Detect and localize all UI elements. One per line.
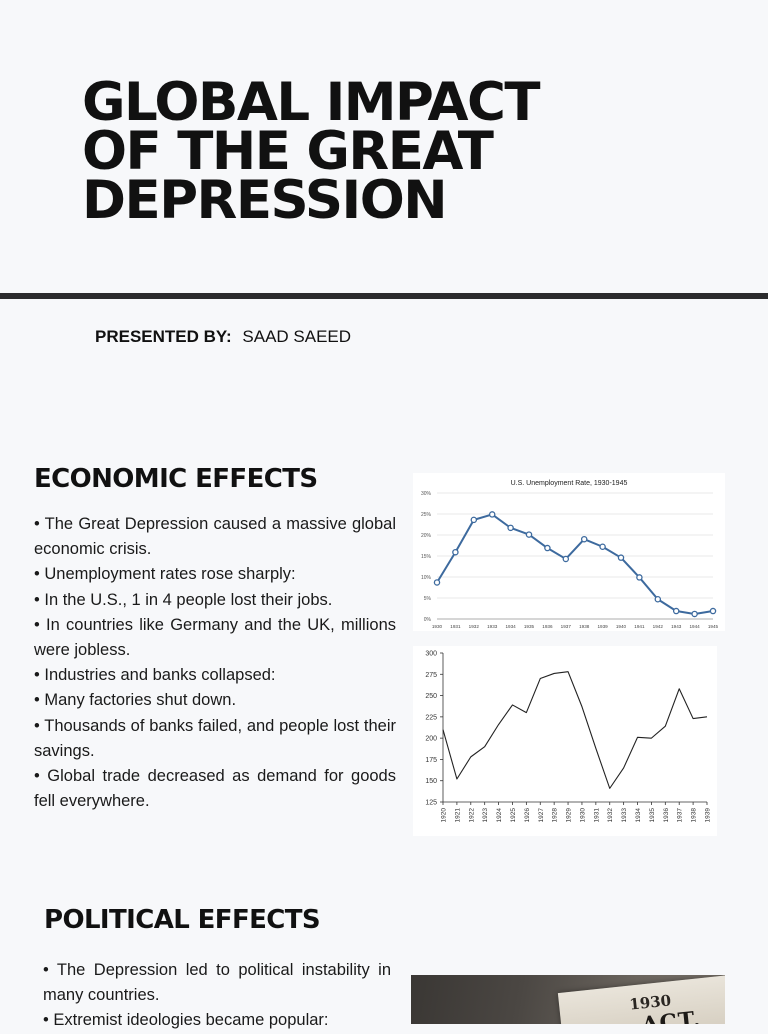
x-tick-label: 1938 xyxy=(579,624,590,629)
data-point xyxy=(709,607,717,615)
title-divider xyxy=(0,293,768,299)
data-point xyxy=(636,574,643,581)
x-tick-label: 1937 xyxy=(561,624,572,629)
list-item: • In the U.S., 1 in 4 people lost their … xyxy=(34,590,333,609)
x-tick-label: 1926 xyxy=(524,808,531,823)
page-title: GLOBAL IMPACT OF THE GREAT DEPRESSION xyxy=(82,72,722,231)
economic-effects-list: • The Great Depression caused a massive … xyxy=(34,512,396,814)
x-tick-label: 1931 xyxy=(450,624,461,629)
y-tick-label: 175 xyxy=(425,757,437,764)
data-point xyxy=(654,596,662,603)
y-tick-label: 250 xyxy=(425,693,437,700)
x-tick-label: 1940 xyxy=(616,624,627,629)
chart-title: U.S. Unemployment Rate, 1930-1945 xyxy=(511,480,628,487)
list-item: • Thousands of banks failed, and people … xyxy=(34,716,396,760)
list-item: • In countries like Germany and the UK, … xyxy=(34,615,396,660)
newspaper-photo: 1930 ACT. xyxy=(411,975,725,1024)
x-tick-label: 1925 xyxy=(510,808,517,823)
list-item: • Extremist ideologies became popular: xyxy=(43,1011,329,1030)
data-point xyxy=(507,524,514,532)
x-tick-label: 1939 xyxy=(597,624,608,629)
y-tick-label: 30% xyxy=(421,491,432,497)
x-tick-label: 1935 xyxy=(524,624,535,629)
political-effects-heading: POLITICAL EFFECTS xyxy=(44,905,321,935)
x-tick-label: 1941 xyxy=(634,624,645,629)
list-item: • The Depression led to political instab… xyxy=(43,961,391,1005)
x-tick-label: 1936 xyxy=(542,624,553,629)
x-tick-label: 1943 xyxy=(671,624,682,629)
x-tick-label: 1930 xyxy=(579,808,586,823)
x-tick-label: 1930 xyxy=(432,624,443,629)
political-effects-list: • The Depression led to political instab… xyxy=(43,958,391,1034)
x-tick-label: 1937 xyxy=(677,808,684,823)
x-tick-label: 1938 xyxy=(691,808,698,823)
x-tick-label: 1932 xyxy=(607,808,614,823)
x-tick-label: 1935 xyxy=(649,808,656,823)
x-tick-label: 1923 xyxy=(482,808,489,823)
data-point xyxy=(562,555,570,563)
y-tick-label: 300 xyxy=(425,651,437,658)
x-tick-label: 1933 xyxy=(487,624,498,629)
title-line-1: GLOBAL IMPACT xyxy=(82,72,541,133)
y-tick-label: 275 xyxy=(425,672,437,679)
x-tick-label: 1939 xyxy=(705,808,712,823)
index-line-chart: 125 150 175 200 225 250 275 300 1920 1921 1922 1923… xyxy=(425,651,712,823)
data-point xyxy=(488,511,496,518)
list-item: • Unemployment rates rose sharply: xyxy=(34,565,296,584)
y-tick-label: 25% xyxy=(421,512,432,518)
presenter-name: SAAD SAEED xyxy=(242,327,352,346)
x-tick-label: 1933 xyxy=(621,808,628,823)
x-tick-label: 1945 xyxy=(708,624,719,629)
data-point xyxy=(433,579,441,586)
data-point xyxy=(672,607,680,615)
y-tick-label: 150 xyxy=(425,778,437,785)
presenter-label: PRESENTED BY: xyxy=(95,327,232,346)
index-chart-card: 125 150 175 200 225 250 275 300 1920 1921 1922 1923… xyxy=(413,646,717,836)
x-tick-label: 1931 xyxy=(593,808,600,823)
x-tick-label: 1936 xyxy=(663,808,670,823)
newspaper: 1930 ACT. xyxy=(557,975,725,1024)
y-tick-label: 225 xyxy=(425,714,437,721)
data-point xyxy=(544,544,551,552)
unemployment-rate-chart: U.S. Unemployment Rate, 1930-1945 0% 5% 10%… xyxy=(421,480,719,629)
title-line-2: OF THE GREAT xyxy=(82,121,494,182)
y-tick-label: 15% xyxy=(421,554,432,560)
unemployment-series-line xyxy=(436,513,714,615)
data-point xyxy=(580,535,588,543)
data-point xyxy=(691,610,698,618)
x-tick-label: 1944 xyxy=(689,624,700,629)
x-tick-label: 1920 xyxy=(441,808,448,823)
x-tick-label: 1928 xyxy=(552,808,559,823)
y-tick-label: 0% xyxy=(424,617,432,623)
y-tick-label: 125 xyxy=(425,800,437,807)
x-tick-label: 1921 xyxy=(454,808,461,823)
y-tick-label: 5% xyxy=(424,596,432,602)
unemployment-chart-card: U.S. Unemployment Rate, 1930-1945 0% 5% 10%… xyxy=(413,473,725,631)
data-point xyxy=(452,548,459,556)
x-tick-label: 1929 xyxy=(566,808,573,823)
data-point xyxy=(617,554,625,561)
economic-effects-heading: ECONOMIC EFFECTS xyxy=(34,464,318,494)
x-tick-label: 1942 xyxy=(653,624,664,629)
y-tick-label: 10% xyxy=(421,575,432,581)
title-line-3: DEPRESSION xyxy=(82,170,448,231)
index-series-line xyxy=(442,671,708,789)
x-tick-label: 1922 xyxy=(468,808,475,823)
data-point xyxy=(525,531,533,538)
x-tick-label: 1924 xyxy=(496,808,503,823)
x-tick-label: 1934 xyxy=(505,624,516,629)
x-tick-label: 1932 xyxy=(469,624,480,629)
list-item: • The Great Depression caused a massive … xyxy=(34,515,396,559)
list-item: • Many factories shut down. xyxy=(34,691,237,710)
x-tick-label: 1934 xyxy=(635,808,642,823)
list-item: • Industries and banks collapsed: xyxy=(34,666,276,685)
presenter-line: PRESENTED BY: SAAD SAEED xyxy=(95,327,351,347)
data-point xyxy=(470,516,478,524)
x-tick-label: 1927 xyxy=(538,808,545,823)
data-point xyxy=(599,543,606,551)
y-tick-label: 200 xyxy=(425,736,437,743)
list-item: • Global trade decreased as demand for g… xyxy=(34,767,396,811)
y-tick-label: 20% xyxy=(421,533,432,539)
